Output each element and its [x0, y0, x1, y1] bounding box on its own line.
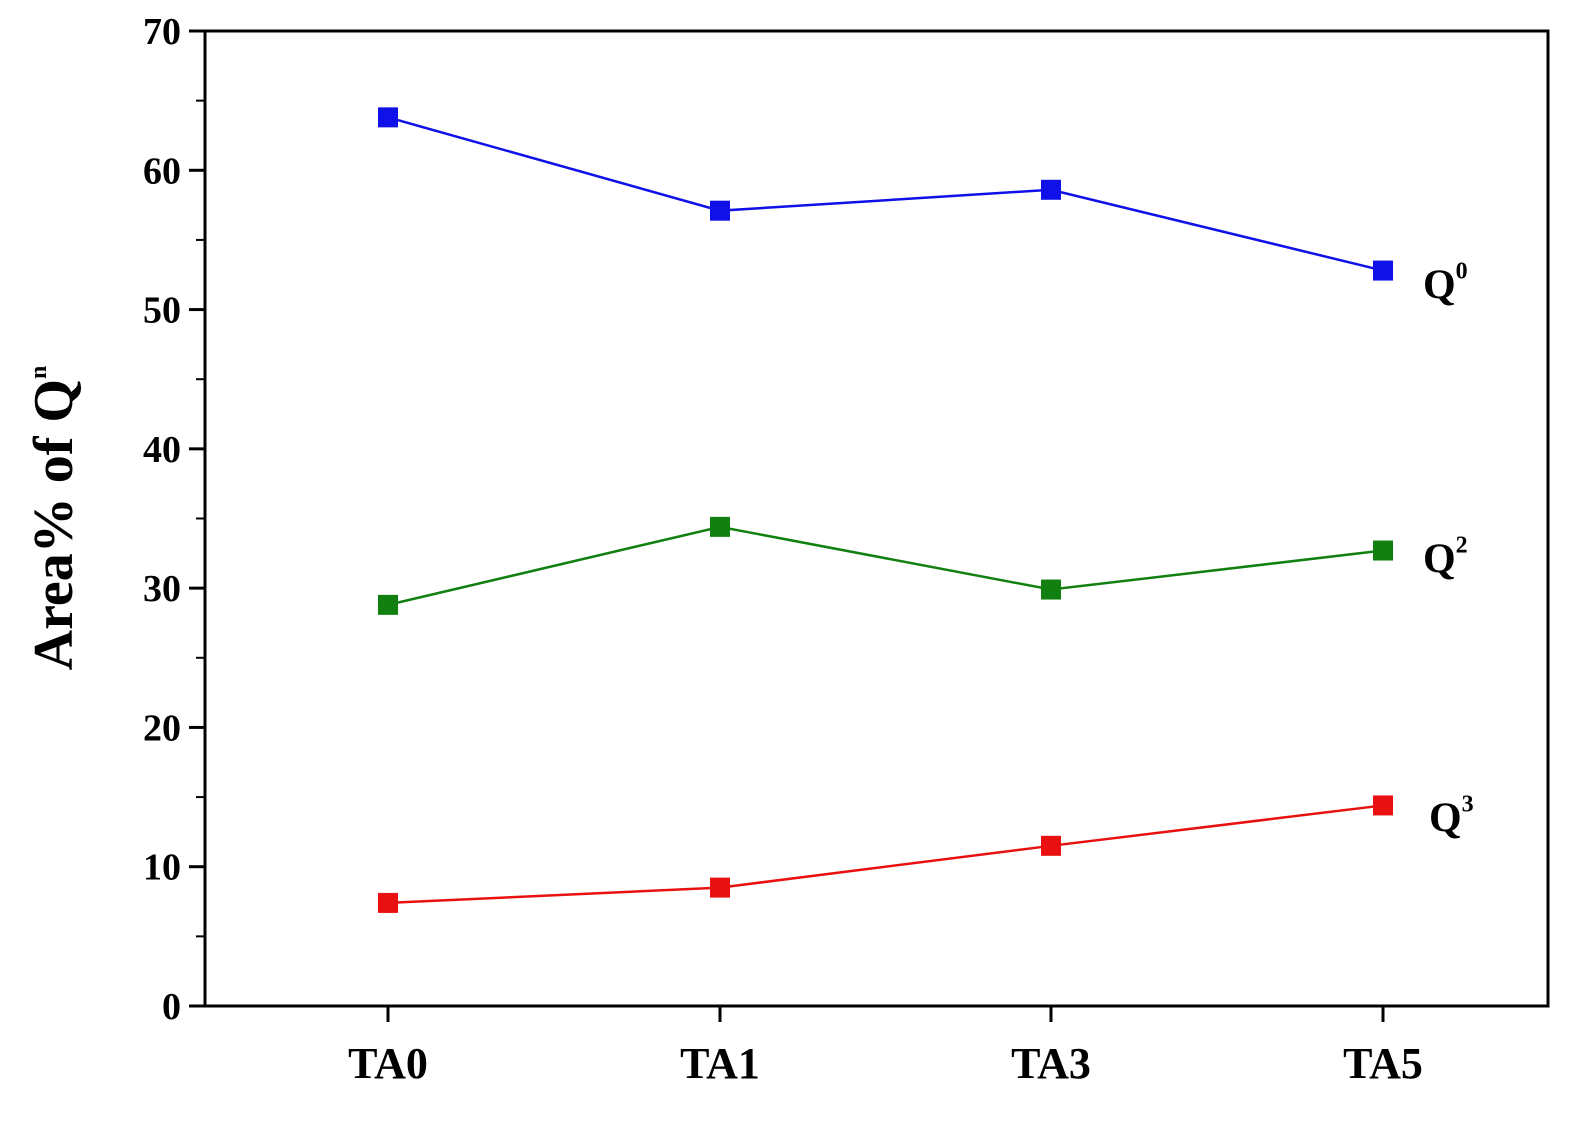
series-1: Q2: [378, 516, 1468, 615]
y-tick-label: 60: [143, 150, 181, 192]
y-tick-label: 30: [143, 568, 181, 610]
data-point: [378, 892, 398, 913]
y-tick-label: 40: [143, 429, 181, 471]
series-label-sup: 2: [1456, 533, 1468, 559]
x-axis: TA0 TA1 TA3 TA5: [348, 1006, 1423, 1088]
x-tick-label: TA0: [348, 1039, 428, 1088]
data-point: [1041, 835, 1061, 856]
data-point: [378, 594, 398, 615]
series-label-sup: 0: [1456, 259, 1468, 285]
data-point: [1373, 795, 1393, 816]
y-tick-label: 0: [162, 986, 181, 1028]
x-tick-label: TA5: [1343, 1039, 1423, 1088]
series-label: Q0: [1423, 259, 1468, 309]
series-line: [387, 525, 1384, 607]
y-axis-title-sup: n: [26, 366, 52, 379]
data-point: [1041, 179, 1061, 200]
y-tick-label: 10: [143, 847, 181, 889]
series-label: Q3: [1429, 791, 1474, 841]
data-point: [1373, 540, 1393, 561]
y-axis-title-main: Area% of Q: [23, 379, 85, 670]
y-tick-label: 70: [143, 11, 181, 53]
data-point: [710, 200, 730, 221]
y-axis: 0 10 20 30 40 50 60 70: [143, 11, 205, 1028]
series-line: [387, 804, 1384, 905]
series-label-sup: 3: [1462, 791, 1474, 817]
series-2: Q3: [378, 791, 1474, 913]
data-point: [1373, 260, 1393, 281]
series-0: Q0: [378, 107, 1468, 309]
series-label-main: Q: [1423, 263, 1456, 309]
data-point: [378, 107, 398, 128]
y-axis-title: Area% of Qn: [23, 366, 85, 671]
x-tick-label: TA1: [680, 1039, 760, 1088]
data-point: [710, 877, 730, 898]
series-line: [387, 116, 1384, 272]
y-tick-label: 50: [143, 290, 181, 332]
data-point: [710, 516, 730, 537]
x-tick-label: TA3: [1011, 1039, 1091, 1088]
series-label-main: Q: [1429, 795, 1462, 841]
series-label: Q2: [1423, 533, 1468, 583]
series-label-main: Q: [1423, 537, 1456, 583]
data-point: [1041, 579, 1061, 600]
plot-frame: [203, 29, 1550, 1008]
y-tick-label: 20: [143, 707, 181, 749]
